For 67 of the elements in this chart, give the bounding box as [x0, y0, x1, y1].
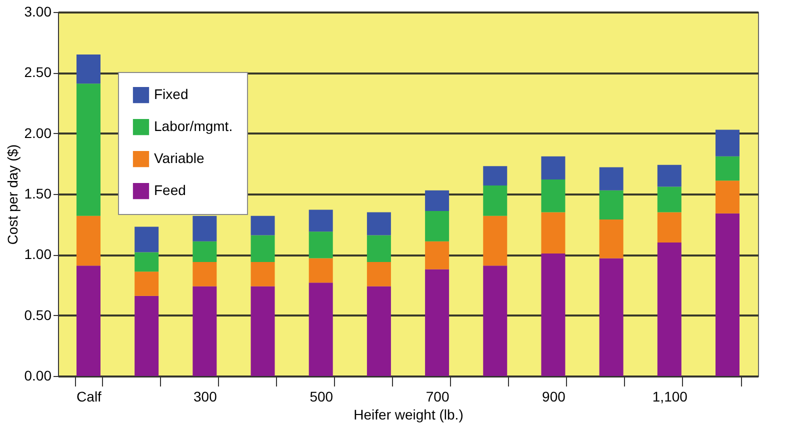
bar	[716, 130, 740, 156]
x-tick-label: 300	[194, 388, 218, 404]
bar	[483, 266, 508, 376]
bar	[192, 216, 217, 242]
y-tick-label: 0.00	[24, 368, 52, 384]
bar	[134, 226, 159, 252]
bar	[192, 286, 217, 376]
bar	[657, 164, 682, 187]
bar	[599, 258, 624, 376]
bar	[657, 186, 682, 212]
bar	[250, 235, 275, 262]
y-tick-label: 0.50	[24, 306, 52, 323]
legend-label: Variable	[154, 150, 205, 166]
bar	[192, 241, 217, 262]
legend-label: Feed	[154, 182, 186, 198]
x-tick-label: Calf	[76, 388, 102, 404]
bar	[308, 258, 333, 283]
y-tick-label: 1.00	[24, 246, 52, 262]
bar	[425, 190, 450, 211]
bar	[250, 262, 275, 286]
bar	[134, 296, 159, 376]
x-tick-label: 900	[542, 388, 566, 404]
legend-label: Fixed	[154, 86, 188, 102]
bar	[366, 262, 391, 286]
bar	[308, 232, 333, 258]
bar	[541, 212, 566, 254]
y-tick-label: 2.50	[24, 64, 52, 80]
bar	[657, 212, 682, 243]
bar	[134, 252, 159, 272]
y-axis-title: Cost per day ($)	[4, 144, 20, 245]
bar	[599, 167, 624, 190]
bar	[366, 235, 391, 262]
legend-label: Labor/mgmt.	[154, 118, 233, 134]
bar	[76, 266, 100, 376]
bar	[76, 54, 100, 84]
bar	[716, 180, 740, 214]
y-tick-label: 3.00	[24, 4, 52, 20]
y-tick-label: 1.50	[24, 186, 52, 202]
bar	[366, 212, 391, 236]
x-axis-title: Heifer weight (lb.)	[354, 406, 464, 422]
bar	[599, 190, 624, 220]
bar	[483, 166, 508, 186]
bar	[134, 272, 159, 296]
bar	[541, 179, 566, 212]
x-tick-label: 700	[426, 388, 450, 404]
bar	[541, 156, 566, 180]
bar	[250, 286, 275, 376]
bar	[192, 262, 217, 286]
bar	[599, 219, 624, 258]
bar	[425, 241, 450, 270]
bar	[366, 286, 391, 376]
y-tick-label: 2.00	[24, 124, 52, 141]
bar	[250, 216, 275, 236]
bar	[541, 253, 566, 376]
bar	[76, 216, 100, 266]
bar	[308, 210, 333, 232]
bar	[716, 156, 740, 181]
bar	[76, 84, 100, 216]
bar	[657, 242, 682, 376]
x-tick-label: 500	[310, 388, 334, 404]
x-tick-label: 1,100	[652, 388, 688, 404]
bar	[308, 282, 333, 376]
bar	[425, 210, 450, 242]
bar	[716, 213, 740, 376]
bar	[425, 269, 450, 376]
bar	[483, 216, 508, 266]
bar	[483, 186, 508, 216]
